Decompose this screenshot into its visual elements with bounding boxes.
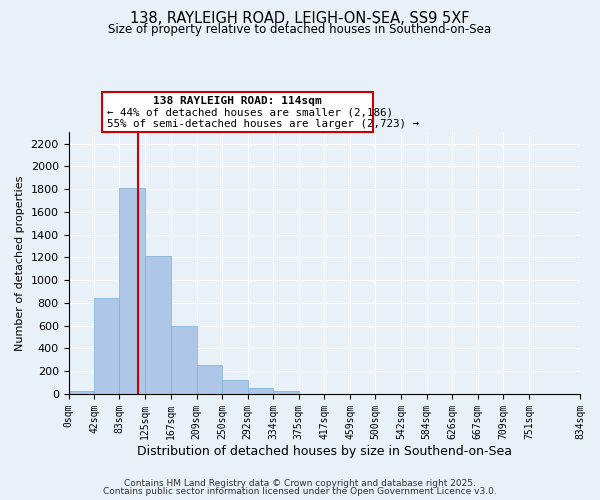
Text: Contains HM Land Registry data © Crown copyright and database right 2025.: Contains HM Land Registry data © Crown c… [124, 478, 476, 488]
Bar [145, 256, 171, 394]
Text: Size of property relative to detached houses in Southend-on-Sea: Size of property relative to detached ho… [109, 22, 491, 36]
Bar [274, 391, 299, 394]
Bar [197, 365, 222, 394]
Text: Contains public sector information licensed under the Open Government Licence v3: Contains public sector information licen… [103, 487, 497, 496]
Bar [222, 380, 248, 394]
Bar [94, 298, 119, 394]
Y-axis label: Number of detached properties: Number of detached properties [15, 176, 25, 351]
Bar [119, 188, 145, 394]
Bar [68, 391, 94, 394]
Text: 138, RAYLEIGH ROAD, LEIGH-ON-SEA, SS9 5XF: 138, RAYLEIGH ROAD, LEIGH-ON-SEA, SS9 5X… [130, 11, 470, 26]
Text: 138 RAYLEIGH ROAD: 114sqm: 138 RAYLEIGH ROAD: 114sqm [153, 96, 322, 106]
Text: ← 44% of detached houses are smaller (2,186): ← 44% of detached houses are smaller (2,… [107, 108, 393, 118]
Bar [248, 388, 274, 394]
Bar [171, 326, 197, 394]
FancyBboxPatch shape [102, 92, 373, 132]
X-axis label: Distribution of detached houses by size in Southend-on-Sea: Distribution of detached houses by size … [137, 444, 512, 458]
Text: 55% of semi-detached houses are larger (2,723) →: 55% of semi-detached houses are larger (… [107, 119, 419, 129]
